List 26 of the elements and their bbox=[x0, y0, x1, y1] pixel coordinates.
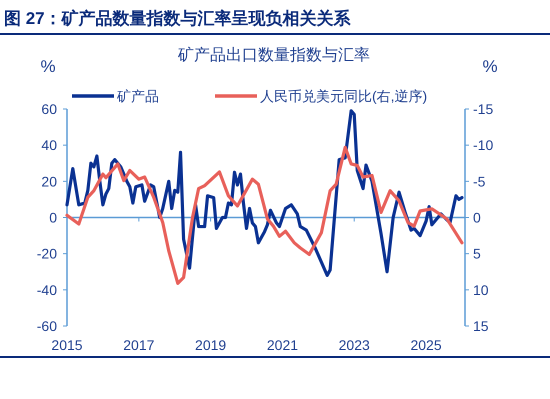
chart-title: 图 27：矿产品数量指数与汇率呈现负相关关系 bbox=[4, 9, 352, 28]
y2-tick-label: -5 bbox=[473, 173, 486, 190]
y-tick-label: -60 bbox=[36, 318, 58, 334]
x-tick-label: 2019 bbox=[195, 337, 226, 353]
y-tick-label: 20 bbox=[41, 173, 58, 190]
y-axis-title: % bbox=[40, 57, 56, 76]
y-tick-label: 0 bbox=[49, 210, 58, 226]
y2-tick-label: 5 bbox=[473, 246, 481, 262]
x-tick-label: 2021 bbox=[266, 337, 298, 353]
y2-axis-title: % bbox=[482, 57, 498, 76]
x-tick-label: 2023 bbox=[338, 337, 370, 353]
x-tick-label: 2017 bbox=[123, 337, 155, 353]
y2-tick-label: -15 bbox=[473, 101, 494, 117]
x-tick-label: 2015 bbox=[51, 337, 83, 353]
x-tick-label: 2025 bbox=[410, 337, 442, 353]
y2-tick-label: -10 bbox=[473, 137, 494, 154]
chart-subtitle: 矿产品出口数量指数与汇率 bbox=[177, 46, 370, 64]
y2-tick-label: 0 bbox=[473, 210, 481, 226]
y-tick-label: 40 bbox=[41, 137, 58, 154]
y-tick-label: 60 bbox=[41, 101, 58, 117]
y2-tick-label: 10 bbox=[473, 282, 489, 298]
y2-tick-label: 15 bbox=[473, 318, 489, 334]
legend-label: 人民币兑美元同比(右,逆序) bbox=[260, 88, 428, 104]
y-tick-label: -20 bbox=[36, 246, 58, 262]
legend-label: 矿产品 bbox=[116, 88, 159, 104]
y-tick-label: -40 bbox=[36, 282, 58, 298]
